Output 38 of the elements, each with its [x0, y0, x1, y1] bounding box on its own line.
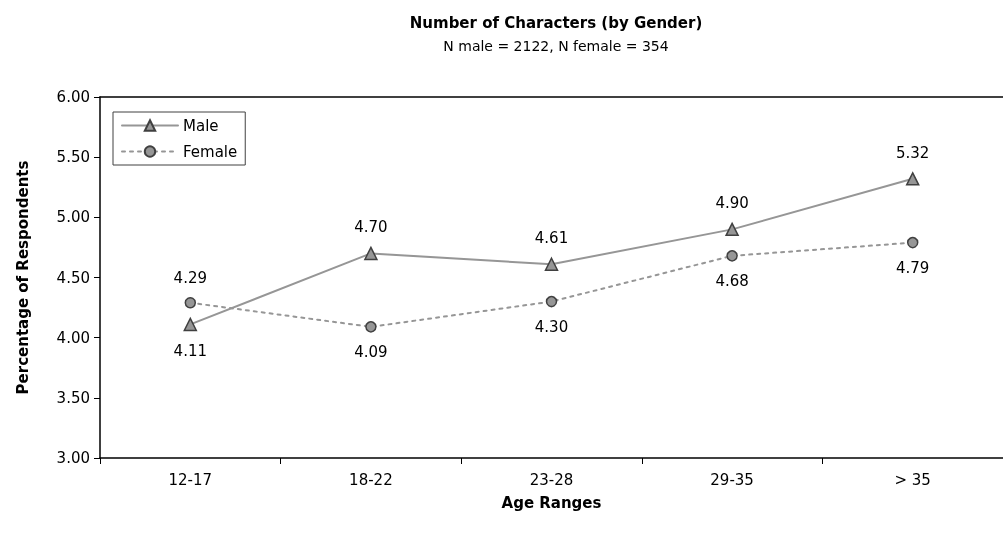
- point: [184, 297, 197, 309]
- legend-label: Male: [183, 116, 219, 135]
- data-label: 4.09: [354, 343, 388, 362]
- x-axis-title: Age Ranges: [501, 493, 602, 512]
- y-tick-label: 4.00: [56, 328, 90, 347]
- point: [545, 295, 558, 308]
- point: [183, 317, 198, 332]
- y-tick-label: 4.50: [56, 268, 90, 287]
- data-label: 4.29: [173, 268, 207, 287]
- point: [906, 236, 919, 249]
- y-tick-label: 5.00: [56, 208, 90, 227]
- x-tick-label: 12-17: [168, 470, 213, 489]
- x-tick-label: 29-35: [710, 470, 754, 489]
- point: [726, 250, 738, 262]
- point: [365, 321, 377, 333]
- data-label: 4.90: [715, 194, 749, 213]
- point: [905, 172, 920, 186]
- y-tick-label: 3.00: [56, 449, 90, 467]
- point: [544, 257, 559, 272]
- x-tick-label: 18-22: [349, 470, 393, 489]
- y-tick-label: 6.00: [56, 88, 90, 106]
- data-label: 4.79: [896, 258, 930, 277]
- x-tick-label: 23-28: [529, 470, 574, 489]
- y-axis-title: Percentage of Respondents: [13, 160, 32, 395]
- data-label: 5.32: [896, 143, 930, 162]
- data-label: 4.70: [354, 218, 388, 237]
- data-label: 4.61: [534, 229, 569, 248]
- legend-label: Female: [183, 142, 238, 161]
- chart-title: Number of Characters (by Gender): [409, 13, 703, 32]
- x-tick-label: > 35: [894, 470, 931, 489]
- chart-subtitle: N male = 2122, N female = 354: [443, 38, 669, 54]
- point: [725, 222, 739, 237]
- point: [364, 246, 378, 261]
- y-tick-label: 3.50: [56, 388, 90, 407]
- data-label: 4.11: [173, 341, 207, 360]
- y-tick-label: 5.50: [56, 148, 90, 167]
- data-label: 4.68: [715, 272, 749, 291]
- data-label: 4.30: [534, 317, 569, 336]
